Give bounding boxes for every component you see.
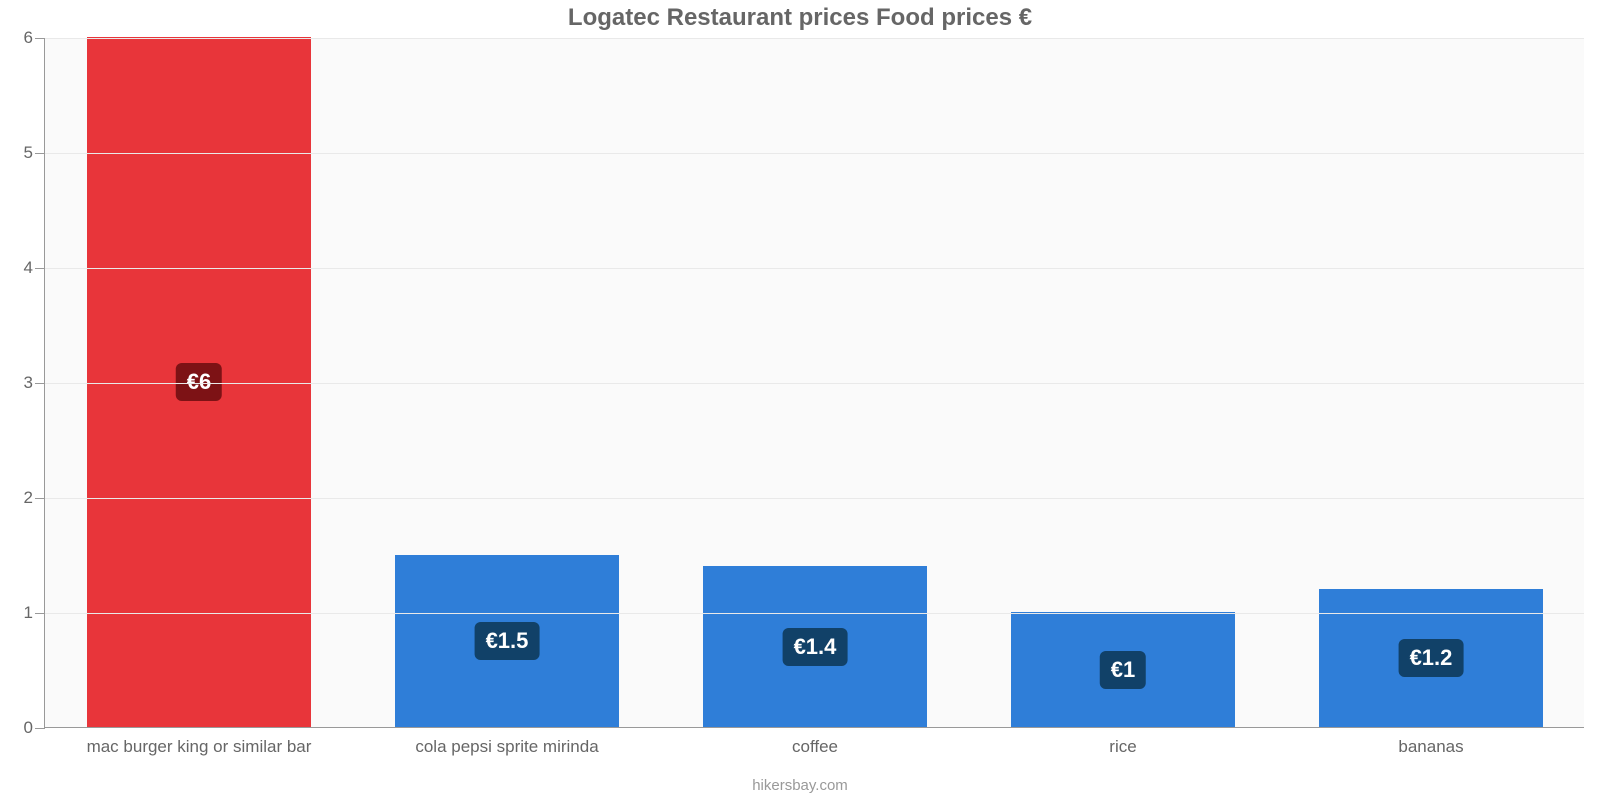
- plot-area: €6€1.5€1.4€1€1.2 0123456mac burger king …: [44, 38, 1584, 728]
- y-tick: [35, 498, 45, 499]
- x-axis-label: bananas: [1398, 737, 1463, 757]
- bar: €1.2: [1319, 589, 1544, 727]
- gridline: [45, 268, 1584, 269]
- chart-title: Logatec Restaurant prices Food prices €: [0, 4, 1600, 32]
- y-tick: [35, 613, 45, 614]
- bar-value-label: €1.2: [1399, 639, 1464, 677]
- y-tick-label: 2: [24, 488, 33, 508]
- bar: €1: [1011, 612, 1236, 727]
- bar-value-label: €1.4: [783, 628, 848, 666]
- bar-value-label: €1: [1100, 651, 1146, 689]
- x-axis-label: coffee: [792, 737, 838, 757]
- y-tick: [35, 383, 45, 384]
- chart-container: Logatec Restaurant prices Food prices € …: [0, 0, 1600, 800]
- y-tick-label: 1: [24, 603, 33, 623]
- chart-credit: hikersbay.com: [0, 777, 1600, 794]
- x-axis-label: cola pepsi sprite mirinda: [415, 737, 598, 757]
- y-tick-label: 6: [24, 28, 33, 48]
- gridline: [45, 613, 1584, 614]
- x-axis-label: mac burger king or similar bar: [87, 737, 312, 757]
- gridline: [45, 153, 1584, 154]
- x-axis-label: rice: [1109, 737, 1136, 757]
- y-tick: [35, 728, 45, 729]
- y-tick: [35, 38, 45, 39]
- bar: €6: [87, 37, 312, 727]
- gridline: [45, 383, 1584, 384]
- bar: €1.4: [703, 566, 928, 727]
- bar-value-label: €1.5: [475, 622, 540, 660]
- gridline: [45, 498, 1584, 499]
- y-tick-label: 4: [24, 258, 33, 278]
- y-tick-label: 5: [24, 143, 33, 163]
- y-tick: [35, 268, 45, 269]
- bar: €1.5: [395, 555, 620, 728]
- gridline: [45, 38, 1584, 39]
- y-tick-label: 0: [24, 718, 33, 738]
- y-tick: [35, 153, 45, 154]
- bar-value-label: €6: [176, 363, 222, 401]
- y-tick-label: 3: [24, 373, 33, 393]
